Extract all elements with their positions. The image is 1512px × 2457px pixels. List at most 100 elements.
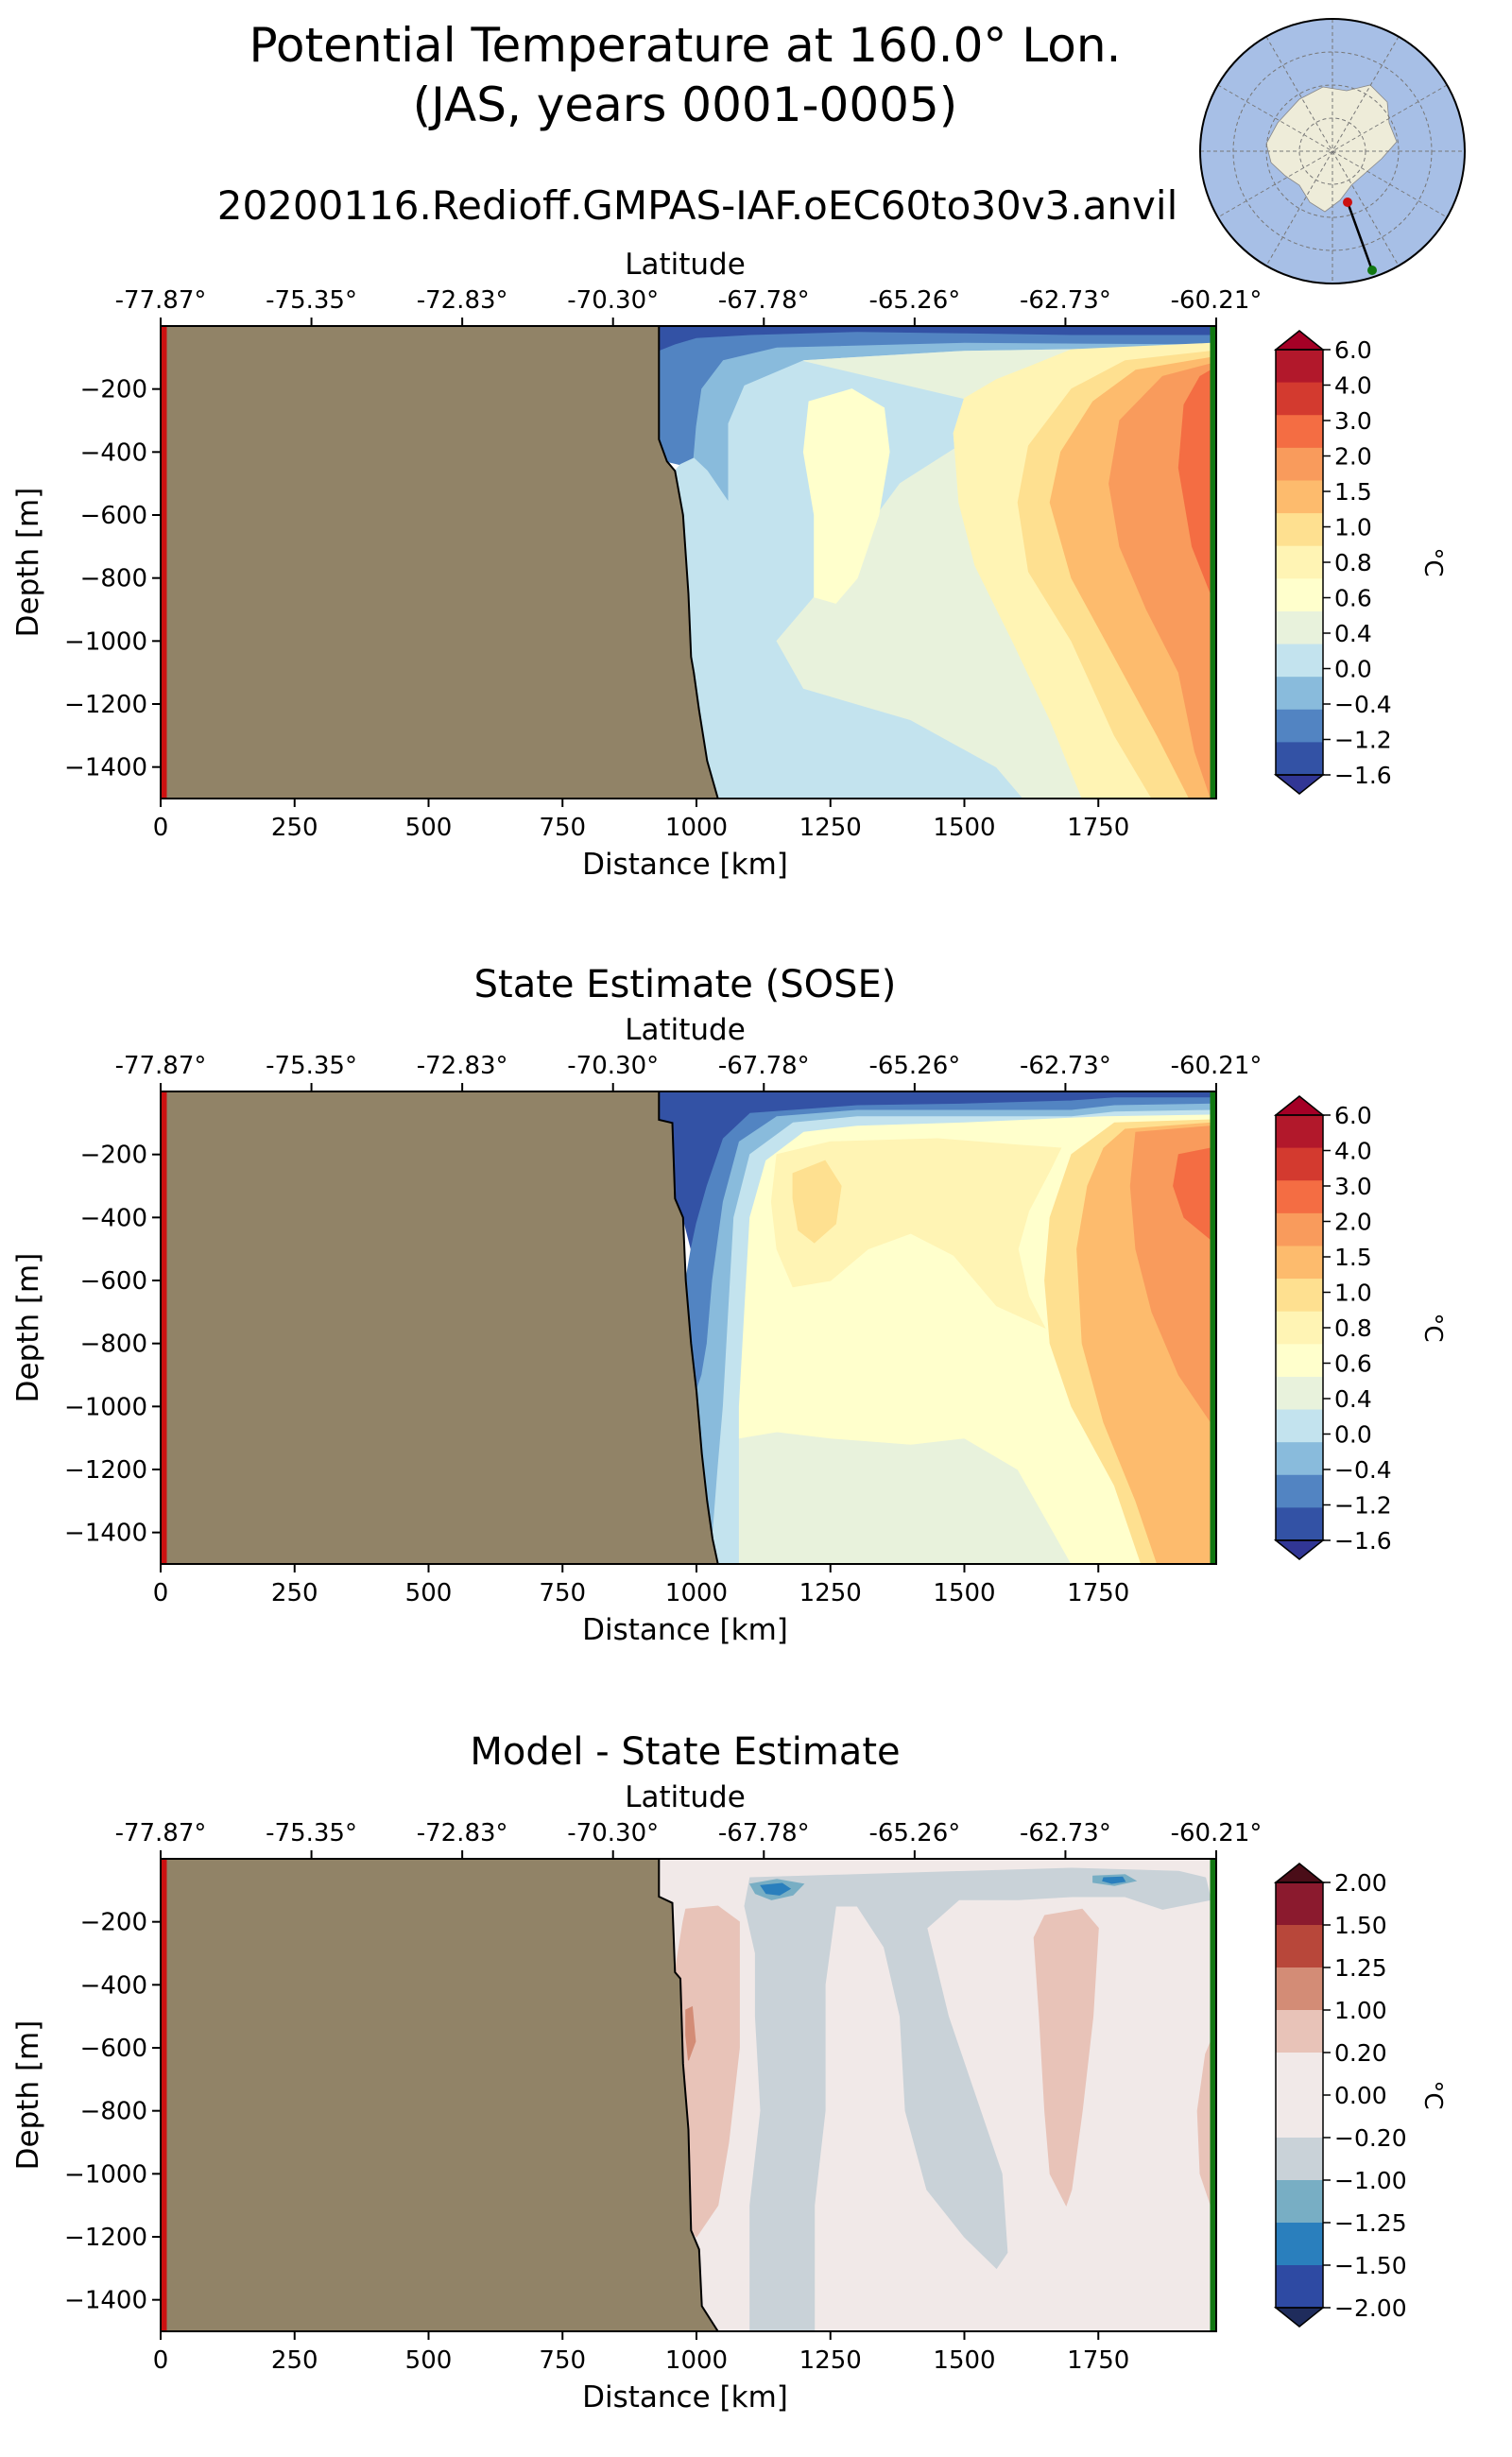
colorbar-tick-label: 2.00 — [1334, 1869, 1387, 1897]
colorbar-tick-label: 1.25 — [1334, 1954, 1387, 1982]
colorbar-label: °C — [1418, 1313, 1447, 1342]
lat-tick-label: -65.26° — [868, 286, 960, 315]
lat-tick-label: -70.30° — [567, 286, 659, 315]
colorbar-swatch — [1276, 1376, 1323, 1411]
y-tick-label: −1400 — [64, 754, 147, 782]
top-axis-label: Latitude — [625, 248, 746, 282]
colorbar-tick-label: −1.6 — [1334, 762, 1392, 789]
colorbar-label: °C — [1418, 547, 1447, 576]
x-tick-label: 1000 — [665, 814, 728, 842]
plot-area — [161, 1091, 1211, 1564]
lat-tick-label: -77.87° — [115, 286, 207, 315]
lat-tick-label: -70.30° — [567, 1819, 659, 1847]
colorbar-tick-label: −1.25 — [1334, 2209, 1407, 2237]
colorbar-swatch — [1276, 1311, 1323, 1345]
colorbar-swatch — [1276, 2053, 1323, 2096]
colorbar-swatch — [1276, 1474, 1323, 1508]
colorbar-swatch — [1276, 644, 1323, 678]
colorbar-swatch — [1276, 1967, 1323, 2011]
colorbar-tick-label: −0.4 — [1334, 1456, 1392, 1484]
y-tick-label: −1000 — [64, 1393, 147, 1421]
y-tick-label: −1000 — [64, 627, 147, 656]
colorbar-tick-label: 0.4 — [1334, 620, 1372, 647]
colorbar-tick-label: 3.0 — [1334, 407, 1372, 435]
figure-title-line1: Potential Temperature at 160.0° Lon. — [249, 18, 1122, 73]
y-tick-label: −600 — [80, 2035, 147, 2063]
x-tick-label: 500 — [405, 2346, 453, 2375]
colorbar-extend-top — [1273, 1095, 1326, 1116]
colorbar-tick-label: 3.0 — [1334, 1173, 1372, 1200]
colorbar-swatch — [1276, 1180, 1323, 1214]
contour-level-6 — [770, 1138, 1062, 1330]
colorbar-tick-label: −1.50 — [1334, 2252, 1407, 2279]
colorbar-swatch — [1276, 610, 1323, 645]
colorbar-tick-label: 2.0 — [1334, 443, 1372, 471]
y-tick-label: −200 — [80, 1909, 147, 1937]
meridian-line — [1217, 84, 1448, 218]
colorbar-tick-label: 0.0 — [1334, 1421, 1372, 1449]
colorbar-swatch — [1276, 545, 1323, 579]
colorbar-swatch — [1276, 578, 1323, 612]
x-tick-label: 500 — [405, 814, 453, 842]
contour-level-3 — [1033, 1908, 1099, 2207]
colorbar-tick-label: 1.5 — [1334, 478, 1372, 506]
colorbar-swatch — [1276, 1115, 1323, 1149]
lat-tick-label: -75.35° — [266, 286, 357, 315]
colorbar-tick-label: −2.00 — [1334, 2294, 1407, 2322]
colorbar-extend-bottom — [1273, 2307, 1326, 2328]
y-tick-label: −400 — [80, 438, 147, 467]
y-tick-label: −200 — [80, 376, 147, 404]
land-mask — [161, 1091, 719, 1564]
colorbar-tick-label: 6.0 — [1334, 336, 1372, 364]
panel-title: Model - State Estimate — [470, 1730, 900, 1774]
land-mask — [161, 326, 719, 799]
x-tick-label: 1750 — [1067, 814, 1129, 842]
model-temperature-panel: 0 250 500 750 1000 1250 1500 1750 Distance [km] −… — [11, 248, 1447, 882]
contour-level-11 — [1173, 1147, 1211, 1241]
lat-tick-label: -72.83° — [417, 286, 508, 315]
x-tick-label: 1750 — [1067, 2346, 1129, 2375]
section-line — [1346, 201, 1374, 271]
colorbar-swatch — [1276, 2223, 1323, 2266]
lat-tick-label: -75.35° — [266, 1819, 357, 1847]
colorbar-tick-label: −0.20 — [1334, 2124, 1407, 2152]
x-tick-label: 1000 — [665, 1579, 728, 1607]
x-tick-label: 750 — [539, 2346, 586, 2375]
contour-level-5 — [685, 2005, 696, 2061]
lat-tick-label: -67.78° — [718, 1819, 810, 1847]
x-tick-label: 500 — [405, 1579, 453, 1607]
difference-panel: Model - State Estimate 0 250 500 750 1000 1250… — [11, 1730, 1447, 2414]
sose-temperature-panel: State Estimate (SOSE) 0 250 500 750 1000 1250 1… — [11, 963, 1447, 1647]
colorbar-swatch — [1276, 1212, 1323, 1246]
x-tick-label: 1250 — [799, 1579, 862, 1607]
lat-tick-label: -65.26° — [868, 1052, 960, 1080]
colorbar-tick-label: 1.00 — [1334, 1997, 1387, 2024]
y-tick-label: −1200 — [64, 691, 147, 719]
contour-level-2 — [744, 1867, 1211, 2331]
colorbar-tick-label: −1.6 — [1334, 1527, 1392, 1555]
colorbar-tick-label: 1.0 — [1334, 1280, 1372, 1307]
y-tick-label: −600 — [80, 502, 147, 530]
colorbar-tick-label: −1.2 — [1334, 1492, 1392, 1520]
x-tick-label: 250 — [271, 2346, 318, 2375]
x-tick-label: 750 — [539, 814, 586, 842]
x-axis-label: Distance [km] — [582, 2380, 788, 2414]
colorbar-tick-label: −1.2 — [1334, 727, 1392, 754]
y-tick-label: −800 — [80, 1331, 147, 1359]
colorbar-tick-label: 1.50 — [1334, 1912, 1387, 1939]
land-mask — [161, 1859, 719, 2331]
lat-tick-label: -60.21° — [1171, 1819, 1263, 1847]
axes-frame — [160, 325, 1217, 799]
colorbar-tick-label: 0.8 — [1334, 549, 1372, 576]
x-tick-label: 1500 — [933, 2346, 995, 2375]
panel-title: State Estimate (SOSE) — [474, 963, 897, 1006]
y-tick-label: −1400 — [64, 2287, 147, 2315]
y-tick-label: −1000 — [64, 2160, 147, 2189]
contour-level-7 — [760, 1882, 792, 1896]
colorbar-swatch — [1276, 1507, 1323, 1541]
colorbar-swatch — [1276, 2095, 1323, 2139]
lat-tick-label: -77.87° — [115, 1052, 207, 1080]
colorbar-swatch — [1276, 1925, 1323, 1968]
lat-tick-label: -77.87° — [115, 1819, 207, 1847]
